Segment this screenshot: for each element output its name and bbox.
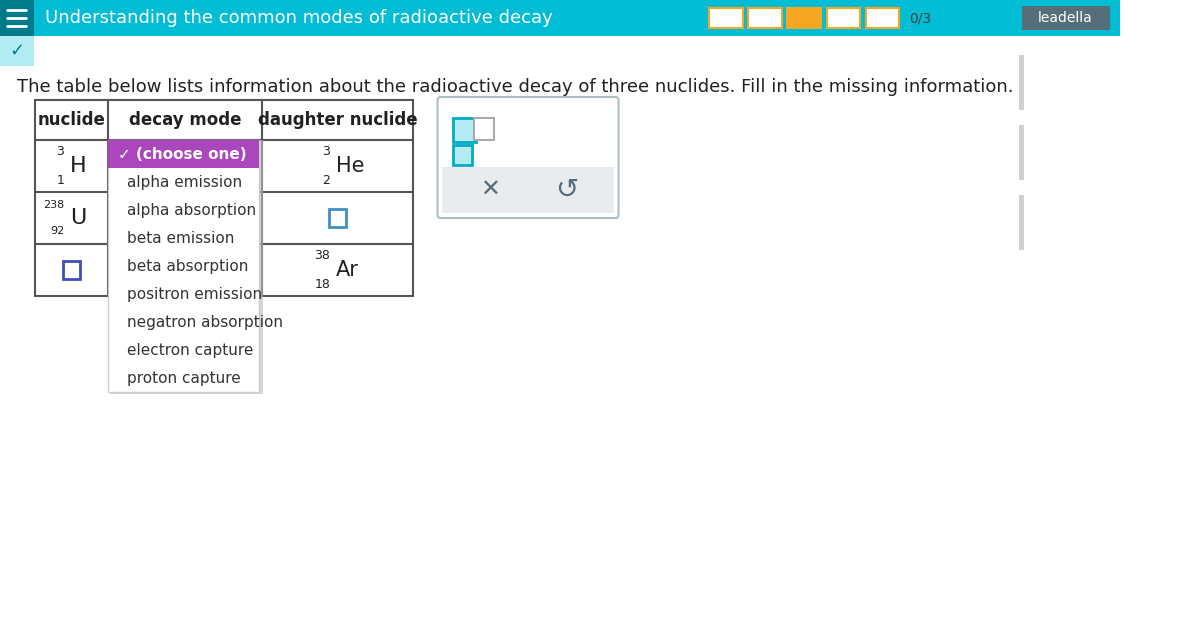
- Text: 238: 238: [43, 200, 65, 210]
- Text: ↺: ↺: [556, 176, 578, 204]
- Bar: [64, 261, 80, 279]
- Bar: [329, 209, 346, 227]
- Bar: [709, 8, 743, 28]
- Text: 3: 3: [323, 145, 330, 158]
- Text: electron capture: electron capture: [127, 342, 253, 358]
- Bar: [787, 8, 821, 28]
- Text: leadella: leadella: [1038, 11, 1093, 25]
- Text: 2: 2: [323, 174, 330, 187]
- Text: proton capture: proton capture: [127, 371, 241, 385]
- Text: H: H: [70, 156, 86, 176]
- Bar: [865, 8, 899, 28]
- Bar: [1021, 6, 1110, 30]
- Text: decay mode: decay mode: [128, 111, 241, 129]
- Text: He: He: [336, 156, 365, 176]
- Bar: [0, 0, 34, 36]
- Text: daughter nuclide: daughter nuclide: [258, 111, 418, 129]
- Bar: [1019, 195, 1025, 250]
- Text: 1: 1: [56, 174, 65, 187]
- Text: beta emission: beta emission: [127, 230, 234, 246]
- Bar: [110, 140, 263, 394]
- Text: alpha emission: alpha emission: [127, 175, 242, 189]
- Bar: [108, 140, 259, 392]
- Bar: [0, 0, 1120, 36]
- Text: ✓: ✓: [10, 42, 24, 60]
- Text: 92: 92: [50, 226, 65, 236]
- Bar: [474, 118, 494, 140]
- Bar: [749, 8, 782, 28]
- Text: Understanding the common modes of radioactive decay: Understanding the common modes of radioa…: [44, 9, 552, 27]
- Text: positron emission: positron emission: [127, 287, 262, 301]
- Text: 38: 38: [314, 249, 330, 262]
- FancyBboxPatch shape: [438, 97, 618, 218]
- Bar: [443, 167, 614, 213]
- Bar: [1019, 55, 1025, 110]
- Bar: [1019, 125, 1025, 180]
- Text: 0/3: 0/3: [908, 11, 931, 25]
- Text: 18: 18: [314, 278, 330, 291]
- Bar: [0, 36, 34, 66]
- Text: ✕: ✕: [480, 178, 499, 202]
- Text: Ar: Ar: [336, 260, 359, 280]
- Text: negatron absorption: negatron absorption: [127, 314, 283, 330]
- Text: nuclide: nuclide: [38, 111, 106, 129]
- Text: The table below lists information about the radioactive decay of three nuclides.: The table below lists information about …: [17, 78, 1013, 96]
- Text: ): ): [248, 157, 257, 175]
- Text: alpha absorption: alpha absorption: [127, 202, 256, 218]
- Bar: [827, 8, 860, 28]
- Text: 3: 3: [56, 145, 65, 158]
- Text: beta absorption: beta absorption: [127, 259, 248, 273]
- Bar: [454, 145, 472, 165]
- Bar: [454, 118, 476, 142]
- Bar: [36, 100, 413, 296]
- Text: ✓ (choose one): ✓ (choose one): [118, 147, 246, 161]
- Bar: [108, 140, 259, 168]
- Text: U: U: [70, 208, 86, 228]
